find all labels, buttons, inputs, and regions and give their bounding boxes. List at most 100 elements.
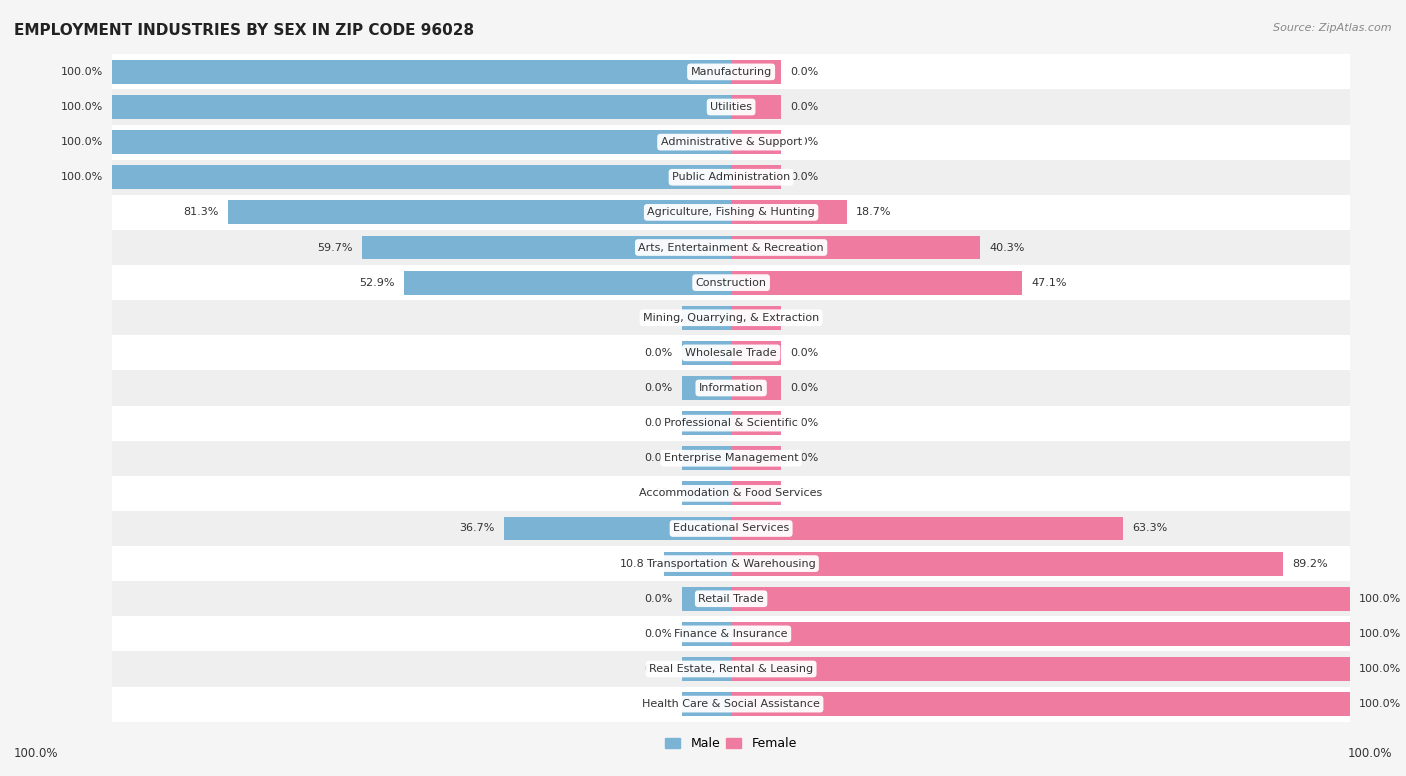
Text: Finance & Insurance: Finance & Insurance (675, 629, 787, 639)
Bar (731, 60, 780, 84)
Bar (682, 622, 731, 646)
Text: 0.0%: 0.0% (790, 102, 818, 112)
Text: Source: ZipAtlas.com: Source: ZipAtlas.com (1274, 23, 1392, 33)
Bar (228, 200, 731, 224)
Text: 100.0%: 100.0% (60, 67, 103, 77)
Text: 100.0%: 100.0% (60, 172, 103, 182)
Text: 10.8%: 10.8% (620, 559, 655, 569)
Text: 0.0%: 0.0% (644, 594, 672, 604)
Bar (112, 335, 1350, 370)
Text: 0.0%: 0.0% (790, 313, 818, 323)
Text: 0.0%: 0.0% (790, 488, 818, 498)
Text: EMPLOYMENT INDUSTRIES BY SEX IN ZIP CODE 96028: EMPLOYMENT INDUSTRIES BY SEX IN ZIP CODE… (14, 23, 474, 38)
Text: Arts, Entertainment & Recreation: Arts, Entertainment & Recreation (638, 243, 824, 252)
Text: Wholesale Trade: Wholesale Trade (685, 348, 778, 358)
Bar (112, 581, 1350, 616)
Bar (682, 481, 731, 505)
Bar (731, 657, 1350, 681)
Text: 40.3%: 40.3% (990, 243, 1025, 252)
Text: 0.0%: 0.0% (790, 67, 818, 77)
Bar (112, 230, 1350, 265)
Text: 63.3%: 63.3% (1132, 524, 1167, 533)
Bar (361, 236, 731, 259)
Text: 0.0%: 0.0% (644, 313, 672, 323)
Bar (112, 130, 731, 154)
Bar (682, 692, 731, 716)
Bar (731, 236, 980, 259)
Text: Construction: Construction (696, 278, 766, 288)
Bar (682, 376, 731, 400)
Text: 0.0%: 0.0% (644, 664, 672, 674)
Text: Enterprise Management: Enterprise Management (664, 453, 799, 463)
Text: 100.0%: 100.0% (14, 747, 59, 760)
Text: Manufacturing: Manufacturing (690, 67, 772, 77)
Text: Administrative & Support: Administrative & Support (661, 137, 801, 147)
Bar (731, 271, 1022, 295)
Bar (731, 95, 780, 119)
Text: 0.0%: 0.0% (790, 418, 818, 428)
Bar (682, 306, 731, 330)
Bar (731, 517, 1123, 540)
Text: Information: Information (699, 383, 763, 393)
Bar (112, 370, 1350, 406)
Bar (731, 692, 1350, 716)
Text: Educational Services: Educational Services (673, 524, 789, 533)
Bar (664, 552, 731, 576)
Bar (112, 89, 1350, 125)
Legend: Male, Female: Male, Female (661, 733, 801, 756)
Bar (112, 546, 1350, 581)
Text: 0.0%: 0.0% (644, 629, 672, 639)
Text: 0.0%: 0.0% (790, 137, 818, 147)
Text: Retail Trade: Retail Trade (699, 594, 763, 604)
Bar (112, 165, 731, 189)
Text: Agriculture, Fishing & Hunting: Agriculture, Fishing & Hunting (647, 207, 815, 217)
Text: 0.0%: 0.0% (644, 699, 672, 709)
Bar (112, 616, 1350, 651)
Bar (731, 200, 846, 224)
Bar (112, 300, 1350, 335)
Text: 59.7%: 59.7% (316, 243, 353, 252)
Text: Mining, Quarrying, & Extraction: Mining, Quarrying, & Extraction (643, 313, 820, 323)
Bar (682, 341, 731, 365)
Bar (682, 587, 731, 611)
Text: 0.0%: 0.0% (790, 383, 818, 393)
Bar (731, 376, 780, 400)
Bar (731, 481, 780, 505)
Text: 0.0%: 0.0% (644, 383, 672, 393)
Bar (112, 195, 1350, 230)
Bar (731, 587, 1350, 611)
Bar (112, 511, 1350, 546)
Bar (731, 165, 780, 189)
Text: 0.0%: 0.0% (790, 453, 818, 463)
Bar (731, 552, 1282, 576)
Bar (112, 651, 1350, 687)
Bar (112, 125, 1350, 160)
Text: 0.0%: 0.0% (644, 418, 672, 428)
Text: 0.0%: 0.0% (790, 348, 818, 358)
Text: Professional & Scientific: Professional & Scientific (664, 418, 799, 428)
Bar (112, 60, 731, 84)
Bar (682, 446, 731, 470)
Text: 52.9%: 52.9% (359, 278, 395, 288)
Bar (112, 687, 1350, 722)
Bar (731, 411, 780, 435)
Text: 100.0%: 100.0% (1347, 747, 1392, 760)
Text: 81.3%: 81.3% (184, 207, 219, 217)
Bar (731, 306, 780, 330)
Bar (112, 441, 1350, 476)
Bar (112, 95, 731, 119)
Bar (112, 160, 1350, 195)
Text: 100.0%: 100.0% (1360, 629, 1402, 639)
Text: 0.0%: 0.0% (644, 453, 672, 463)
Bar (731, 130, 780, 154)
Bar (112, 476, 1350, 511)
Text: Real Estate, Rental & Leasing: Real Estate, Rental & Leasing (650, 664, 813, 674)
Bar (112, 406, 1350, 441)
Bar (731, 446, 780, 470)
Bar (731, 341, 780, 365)
Bar (731, 622, 1350, 646)
Text: Accommodation & Food Services: Accommodation & Food Services (640, 488, 823, 498)
Text: 47.1%: 47.1% (1032, 278, 1067, 288)
Text: 0.0%: 0.0% (644, 348, 672, 358)
Text: Public Administration: Public Administration (672, 172, 790, 182)
